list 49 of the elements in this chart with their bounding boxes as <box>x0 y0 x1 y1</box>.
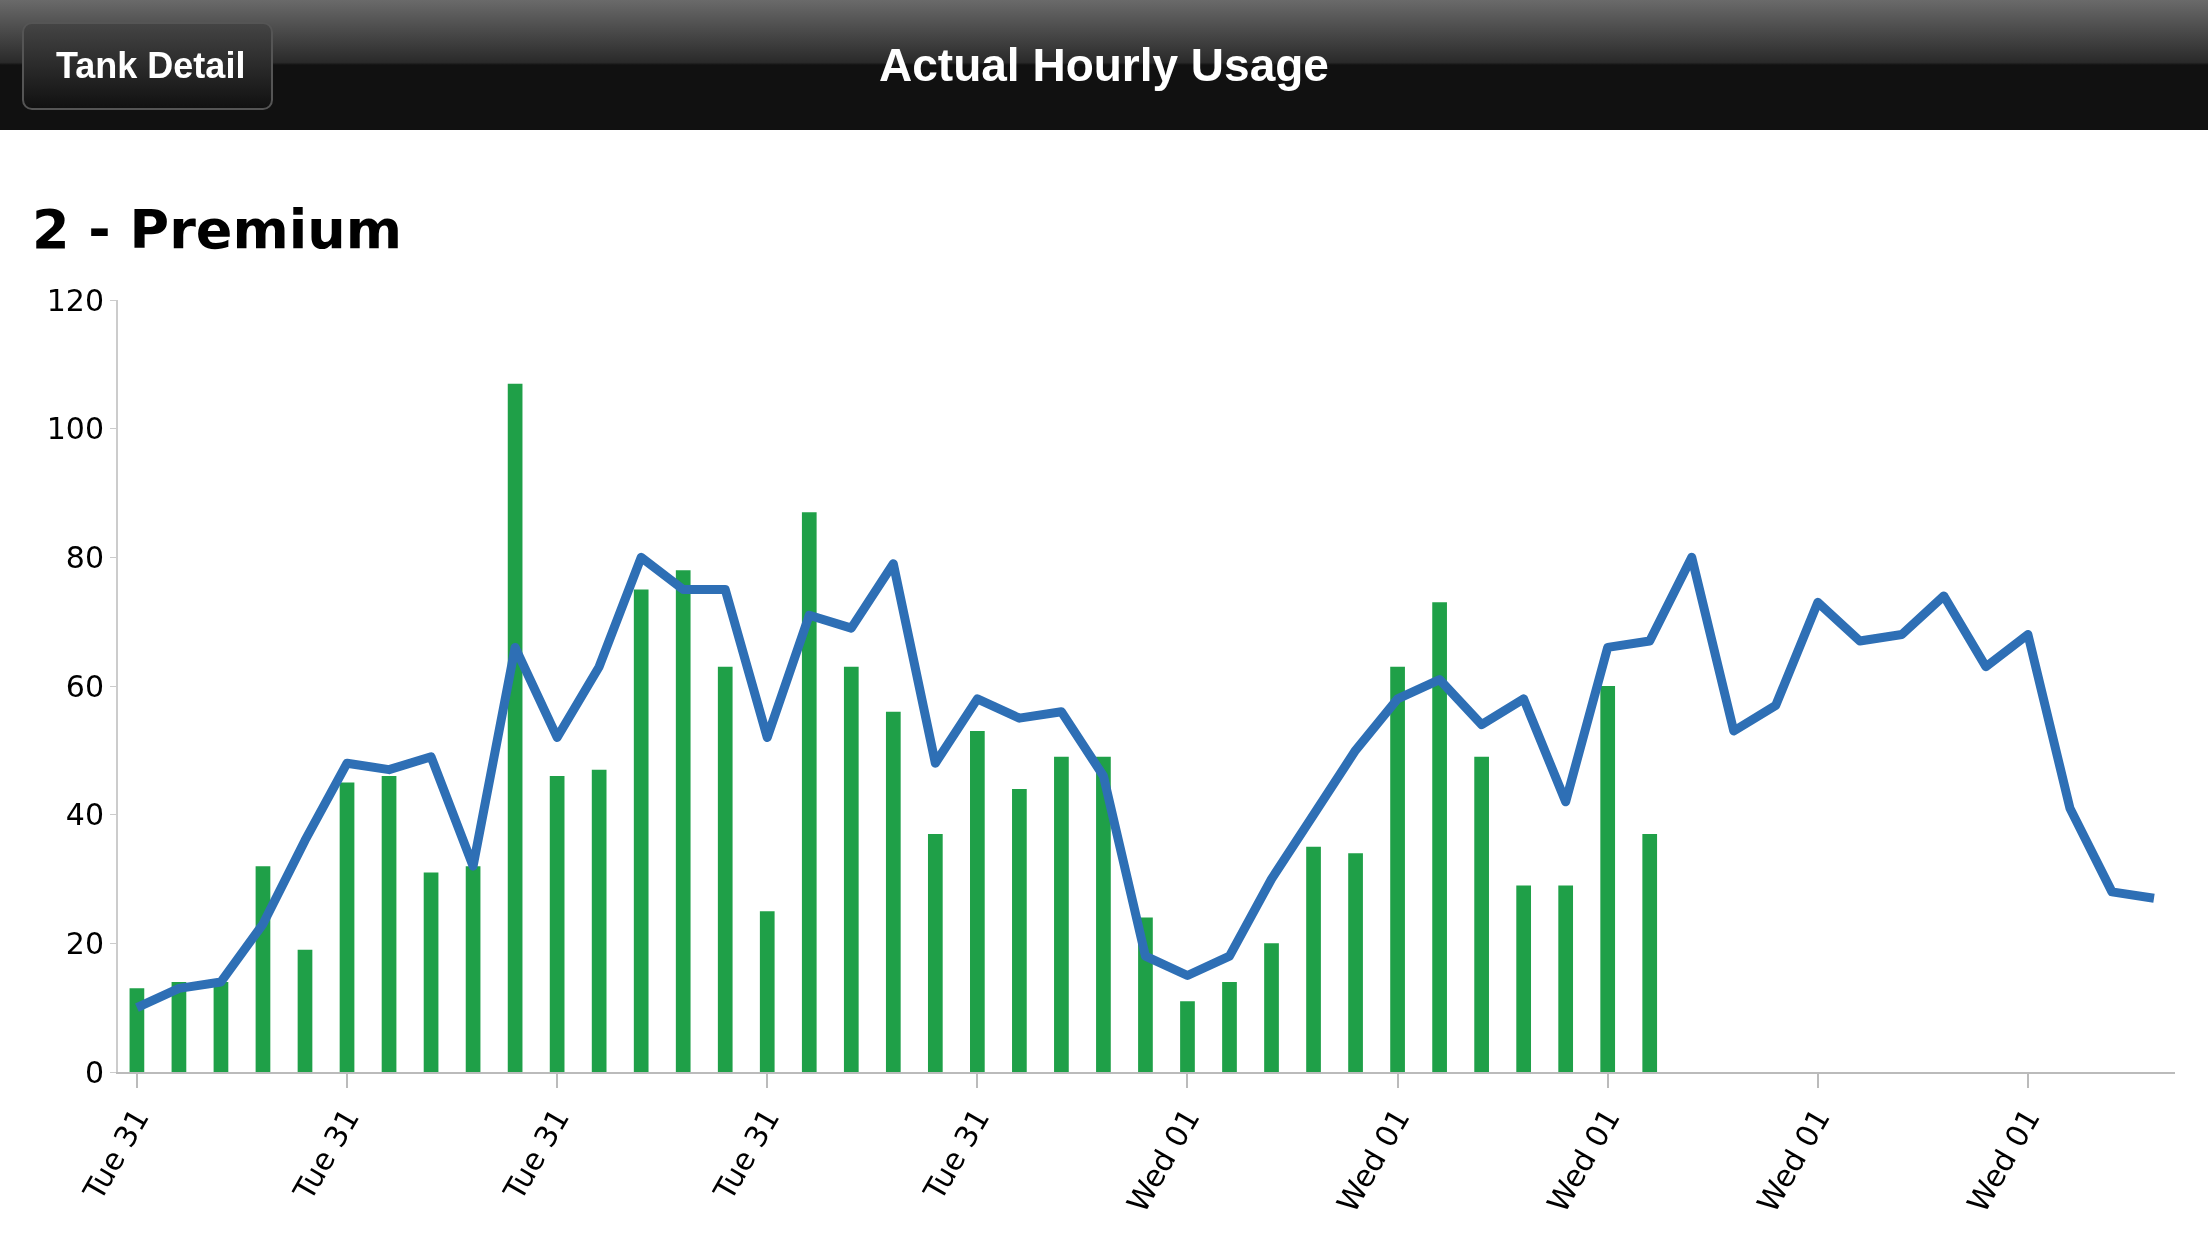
bar <box>549 776 565 1072</box>
x-tick-label: Tue 31 <box>706 1102 787 1207</box>
x-tick-label: Tue 31 <box>916 1102 997 1207</box>
bar <box>885 711 901 1072</box>
bar <box>381 776 397 1072</box>
text: Tank Detail <box>22 22 274 110</box>
bar <box>297 949 313 1072</box>
bar <box>633 589 649 1072</box>
bar <box>1516 885 1532 1072</box>
bar <box>1180 1001 1195 1072</box>
bar <box>507 383 523 1072</box>
bar <box>970 731 985 1072</box>
bar <box>1222 981 1237 1072</box>
bar <box>1432 602 1447 1072</box>
bar <box>339 782 355 1072</box>
x-tick-label: Tue 31 <box>495 1102 577 1207</box>
bar <box>423 872 439 1072</box>
x-tick-label: Tue 31 <box>75 1102 156 1207</box>
y-tick-label: 60 <box>65 668 104 704</box>
chart-subtitle: 2 - Premium <box>32 198 402 261</box>
y-tick-label: 0 <box>84 1054 104 1090</box>
chart-title: Actual Hourly Usage <box>879 39 1329 91</box>
bar <box>1012 788 1027 1072</box>
x-tick-label: Tue 31 <box>285 1102 367 1207</box>
y-tick-label: 80 <box>65 539 104 575</box>
bar <box>1558 885 1574 1072</box>
bar <box>843 666 859 1072</box>
bar <box>1348 853 1363 1072</box>
bar <box>1096 756 1111 1072</box>
bar <box>465 866 481 1072</box>
bar <box>1474 756 1489 1072</box>
bar <box>213 981 229 1072</box>
bar <box>675 570 691 1072</box>
bar <box>801 512 817 1072</box>
bar <box>1264 943 1279 1072</box>
y-tick-label: 20 <box>65 925 104 961</box>
bar <box>1054 756 1069 1072</box>
bar <box>1600 686 1616 1072</box>
bar <box>1390 666 1405 1072</box>
bar <box>591 769 607 1072</box>
bar <box>1306 846 1321 1072</box>
y-tick-label: 100 <box>46 411 104 447</box>
bar <box>1642 833 1658 1072</box>
y-tick-label: 40 <box>65 797 104 833</box>
bar <box>759 911 775 1072</box>
y-tick-label: 120 <box>46 282 104 318</box>
bar <box>717 666 733 1072</box>
bar <box>129 988 145 1072</box>
bar <box>927 833 943 1072</box>
